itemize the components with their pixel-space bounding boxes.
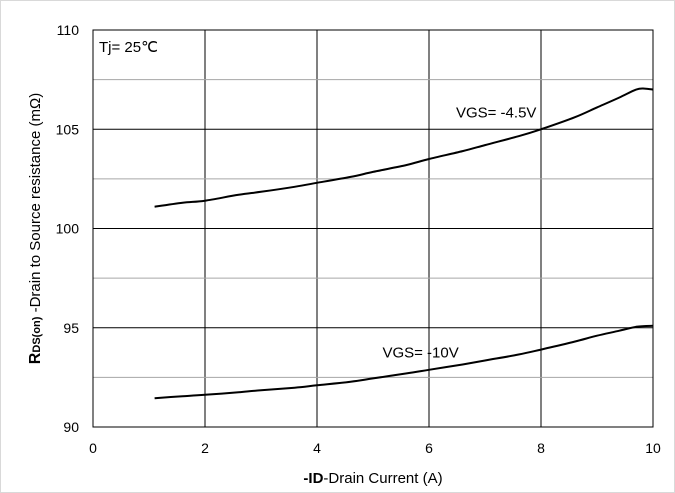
y-axis-ticks: 90 95 100 105 110 (56, 22, 80, 435)
x-tick-label: 6 (425, 440, 433, 456)
y-axis-title: RDS(on) -Drain to Source resistance (mΩ) (27, 93, 44, 364)
series-label: VGS= -4.5V (456, 104, 536, 121)
y-axis-title-symbol: R (27, 352, 44, 364)
x-tick-label: 0 (89, 440, 97, 456)
plot-area (92, 29, 654, 428)
y-tick-label: 110 (57, 22, 80, 38)
series-lines: VGS= -4.5V VGS= -10V (154, 87, 654, 400)
x-tick-label: 8 (537, 440, 545, 456)
x-axis-title-text: -Drain Current (A) (323, 470, 442, 487)
y-tick-label: 95 (63, 320, 79, 336)
temperature-annotation: Tj= 25℃ (99, 39, 158, 56)
grid-lines (93, 30, 653, 427)
x-tick-label: 4 (313, 440, 321, 456)
series-line (154, 324, 654, 400)
x-tick-label: 2 (201, 440, 209, 456)
series-label: VGS= -10V (382, 345, 458, 362)
y-axis-title-text: -Drain to Source resistance (mΩ) (27, 93, 44, 317)
y-axis-title-subscript: DS(on) (31, 316, 43, 352)
x-axis-ticks: 0 2 4 6 8 10 (89, 440, 661, 456)
series-line (154, 87, 654, 208)
y-tick-label: 90 (63, 419, 79, 435)
y-tick-label: 100 (56, 221, 80, 237)
x-axis-title-symbol: -ID (303, 470, 323, 487)
x-axis-title: -ID-Drain Current (A) (303, 470, 442, 487)
x-tick-label: 10 (645, 440, 661, 456)
y-tick-label: 105 (56, 121, 80, 137)
